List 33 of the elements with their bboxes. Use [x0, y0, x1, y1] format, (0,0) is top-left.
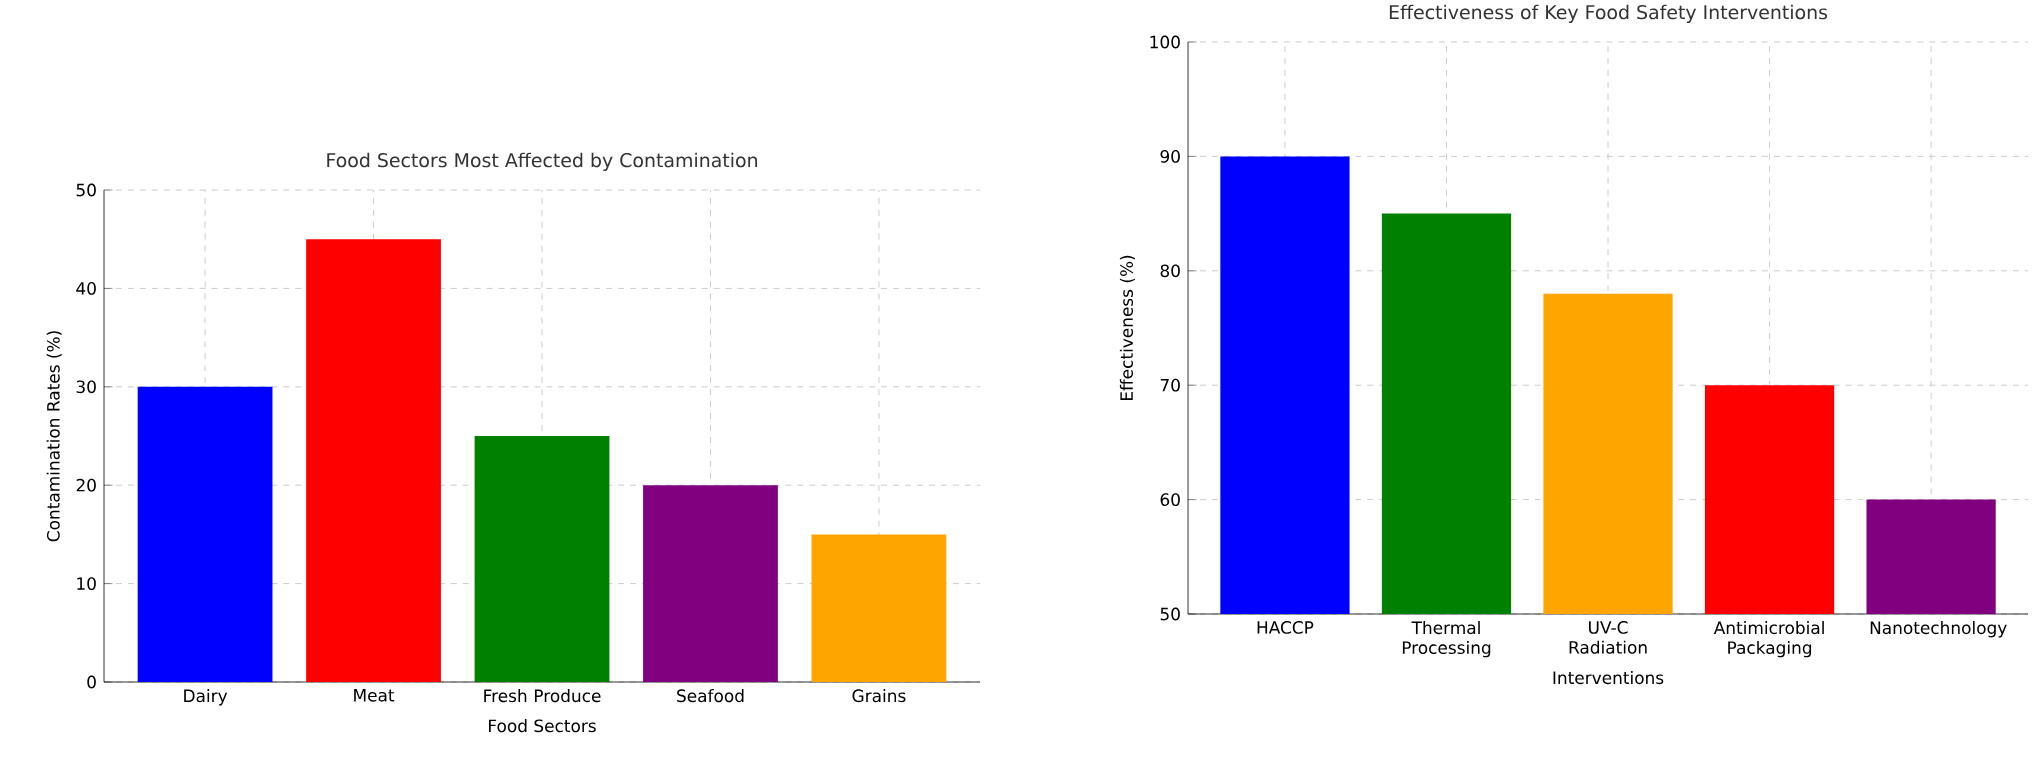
y-axis-title: Contamination Rates (%) — [46, 331, 62, 542]
y-tick-label: 90 — [1160, 150, 1180, 163]
x-tick-label: HACCP — [1257, 621, 1314, 634]
bar — [643, 485, 778, 682]
y-tick-label: 40 — [76, 282, 96, 295]
y-tick-label: 70 — [1160, 378, 1180, 392]
y-tick-label: 10 — [77, 577, 96, 591]
y-axis-title: Effectiveness (%) — [1119, 255, 1135, 401]
x-axis-title: Interventions — [1553, 671, 1664, 685]
x-axis-title: Food Sectors — [489, 719, 596, 733]
x-tick-label: Dairy — [184, 689, 228, 706]
x-tick-label: Fresh Produce — [484, 689, 601, 703]
x-tick-label: Seafood — [677, 689, 744, 703]
x-tick-label: Nanotechnology — [1870, 621, 2007, 638]
bar — [137, 386, 273, 682]
y-tick-label: 30 — [76, 380, 96, 394]
y-tick-label: 50 — [76, 183, 96, 197]
x-tick-label: Meat — [354, 689, 395, 702]
bar — [474, 436, 610, 682]
x-tick-label: Grains — [852, 689, 906, 703]
x-tick-label: Thermal Processing — [1402, 621, 1491, 658]
x-tick-label: UV-C Radiation — [1569, 621, 1647, 654]
y-tick-label: 80 — [1160, 264, 1180, 278]
chart-title: Effectiveness of Key Food Safety Interventions — [1389, 4, 1828, 23]
bar — [306, 239, 441, 682]
y-tick-label: 20 — [76, 478, 96, 492]
chart-title: Food Sectors Most Affected by Contamination — [327, 152, 757, 172]
y-tick-label: 100 — [1150, 35, 1180, 49]
y-tick-label: 60 — [1160, 493, 1180, 507]
y-tick-label: 0 — [87, 675, 96, 689]
y-tick-label: 50 — [1160, 607, 1180, 621]
x-tick-label: Antimicrobial Packaging — [1713, 621, 1824, 658]
bar — [811, 534, 947, 682]
